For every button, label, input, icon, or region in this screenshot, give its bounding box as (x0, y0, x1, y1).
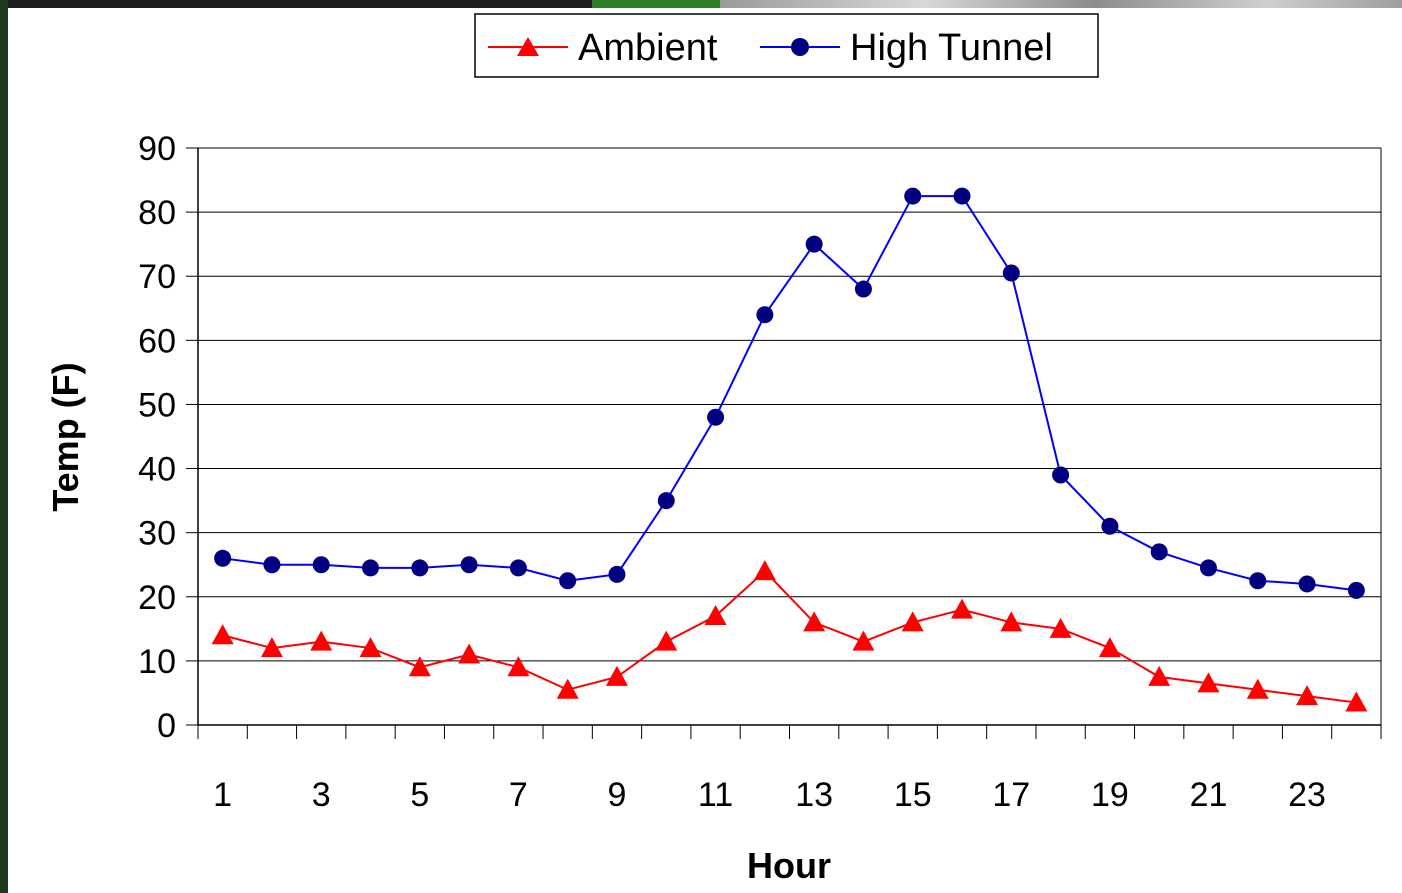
ambient-point-5 (408, 656, 431, 677)
high-tunnel-point-20 (1150, 543, 1168, 561)
x-tick-label-13: 13 (795, 776, 833, 814)
x-tick-label-11: 11 (698, 776, 733, 814)
ambient-point-2 (260, 637, 283, 658)
high-tunnel-point-6 (460, 556, 478, 574)
top-border-strip (0, 0, 1402, 8)
ambient-point-3 (310, 630, 333, 651)
legend: Ambient High Tunnel (474, 13, 1099, 78)
high-tunnel-point-19 (1101, 517, 1119, 535)
legend-high-tunnel-label: High Tunnel (850, 27, 1053, 69)
x-tick-label-3: 3 (312, 776, 331, 814)
high-tunnel-point-8 (559, 572, 577, 590)
x-tick-label-17: 17 (992, 776, 1030, 814)
x-tick-label-9: 9 (608, 776, 627, 814)
y-tick-label-40: 40 (138, 451, 176, 489)
y-tick-label-60: 60 (138, 322, 176, 360)
y-tick-label-10: 10 (138, 643, 176, 681)
high-tunnel-point-9 (608, 565, 626, 583)
x-tick-label-5: 5 (410, 776, 429, 814)
high-tunnel-point-16 (953, 187, 971, 205)
y-tick-label-30: 30 (138, 515, 176, 553)
x-tick-label-15: 15 (894, 776, 932, 814)
x-tick-labels: 1 3 5 7 9 11 13 15 17 19 21 23 (213, 776, 1326, 814)
high-tunnel-point-23 (1298, 575, 1316, 593)
y-tick-label-20: 20 (138, 579, 176, 617)
high-tunnel-point-17 (1002, 264, 1020, 282)
ambient-point-12 (753, 560, 776, 581)
high-tunnel-point-13 (805, 235, 823, 253)
high-tunnel-point-4 (362, 559, 380, 577)
high-tunnel-point-14 (854, 280, 872, 298)
high-tunnel-point-11 (707, 408, 725, 426)
ambient-point-22 (1246, 678, 1269, 699)
high-tunnel-point-5 (411, 559, 429, 577)
high-tunnel-series-line (222, 195, 1357, 592)
ambient-point-6 (458, 643, 481, 664)
high-tunnel-point-12 (756, 306, 774, 324)
legend-ambient-label: Ambient (578, 27, 718, 69)
y-tick-label-80: 80 (138, 194, 176, 232)
high-tunnel-point-24 (1347, 581, 1365, 599)
high-tunnel-point-3 (312, 556, 330, 574)
x-tick-label-19: 19 (1091, 776, 1129, 814)
ambient-point-23 (1296, 685, 1319, 706)
high-tunnel-point-2 (263, 556, 281, 574)
ambient-series-line (222, 569, 1357, 704)
ambient-point-9 (605, 665, 628, 686)
gridlines (198, 147, 1381, 662)
ambient-point-1 (211, 624, 234, 645)
ambient-point-8 (556, 678, 579, 699)
high-tunnel-point-1 (214, 549, 232, 567)
ambient-point-16 (951, 598, 974, 619)
top-border-photo-segment (720, 0, 1402, 8)
ambient-point-11 (704, 605, 727, 626)
ambient-point-15 (901, 611, 924, 632)
ambient-point-24 (1345, 691, 1368, 712)
high-tunnel-point-15 (904, 187, 922, 205)
ambient-point-19 (1098, 637, 1121, 658)
high-tunnel-point-18 (1052, 466, 1070, 484)
x-tick-label-7: 7 (509, 776, 528, 814)
legend-high-tunnel-circle-icon (791, 38, 809, 56)
y-tick-label-70: 70 (138, 258, 176, 296)
series-layer (211, 187, 1368, 712)
ambient-point-14 (852, 630, 875, 651)
x-tick-label-23: 23 (1288, 776, 1326, 814)
x-tick-label-1: 1 (213, 776, 232, 814)
left-border-strip (0, 0, 8, 893)
ambient-point-17 (1000, 611, 1023, 632)
top-border-green-segment (592, 0, 720, 8)
high-tunnel-point-7 (509, 559, 527, 577)
y-tick-label-90: 90 (138, 130, 176, 168)
y-tick-label-0: 0 (157, 707, 176, 745)
high-tunnel-point-22 (1249, 572, 1267, 590)
legend-ambient-triangle-icon (517, 37, 539, 56)
y-axis-title: Temp (F) (45, 362, 86, 511)
y-tick-labels: 0 10 20 30 40 50 60 70 80 90 (138, 130, 176, 745)
ambient-point-10 (655, 630, 678, 651)
x-axis-title: Hour (747, 845, 831, 886)
ambient-point-4 (359, 637, 382, 658)
high-tunnel-point-10 (657, 492, 675, 510)
high-tunnel-point-21 (1199, 559, 1217, 577)
ambient-point-18 (1049, 617, 1072, 638)
ambient-point-20 (1148, 665, 1171, 686)
ambient-point-13 (803, 611, 826, 632)
axes (186, 147, 1382, 739)
x-tick-label-21: 21 (1190, 776, 1228, 814)
y-tick-label-50: 50 (138, 386, 176, 424)
ambient-point-7 (507, 656, 530, 677)
legend-item-high-tunnel: High Tunnel (760, 27, 1053, 69)
legend-box (474, 13, 1099, 78)
ambient-point-21 (1197, 672, 1220, 693)
legend-item-ambient: Ambient (488, 27, 718, 69)
